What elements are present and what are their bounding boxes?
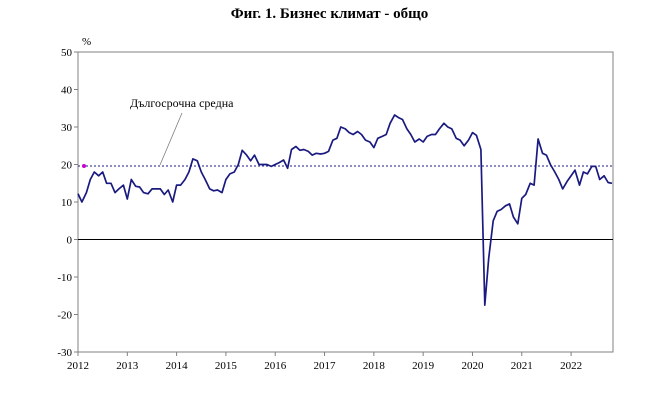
y-tick-label: -20 (57, 310, 72, 322)
x-tick-label: 2012 (67, 360, 89, 372)
y-tick-label: 20 (61, 160, 73, 172)
y-axis-unit: % (82, 36, 91, 48)
x-tick-label: 2018 (363, 360, 386, 372)
y-tick-label: 40 (61, 85, 73, 97)
business-climate-line (77, 114, 613, 306)
x-tick-label: 2017 (314, 360, 337, 372)
y-tick-label: 10 (61, 197, 73, 209)
x-tick-label: 2013 (116, 360, 139, 372)
long-term-average-label: Дългосрочна средна (130, 96, 234, 110)
x-tick-label: 2020 (461, 360, 484, 372)
y-tick-label: 0 (67, 235, 73, 247)
x-tick-label: 2016 (264, 360, 287, 372)
x-tick-label: 2014 (166, 360, 189, 372)
y-tick-label: -10 (57, 272, 72, 284)
annotation-leader-line (159, 112, 183, 166)
y-tick-label: -30 (57, 347, 72, 359)
y-tick-label: 30 (61, 122, 73, 134)
x-tick-label: 2019 (412, 360, 435, 372)
x-tick-label: 2021 (511, 360, 533, 372)
y-tick-label: 50 (61, 47, 73, 59)
x-tick-label: 2015 (215, 360, 238, 372)
chart-title: Фиг. 1. Бизнес климат - общо (230, 6, 429, 22)
long-term-average-marker (82, 164, 86, 168)
x-tick-label: 2022 (560, 360, 582, 372)
